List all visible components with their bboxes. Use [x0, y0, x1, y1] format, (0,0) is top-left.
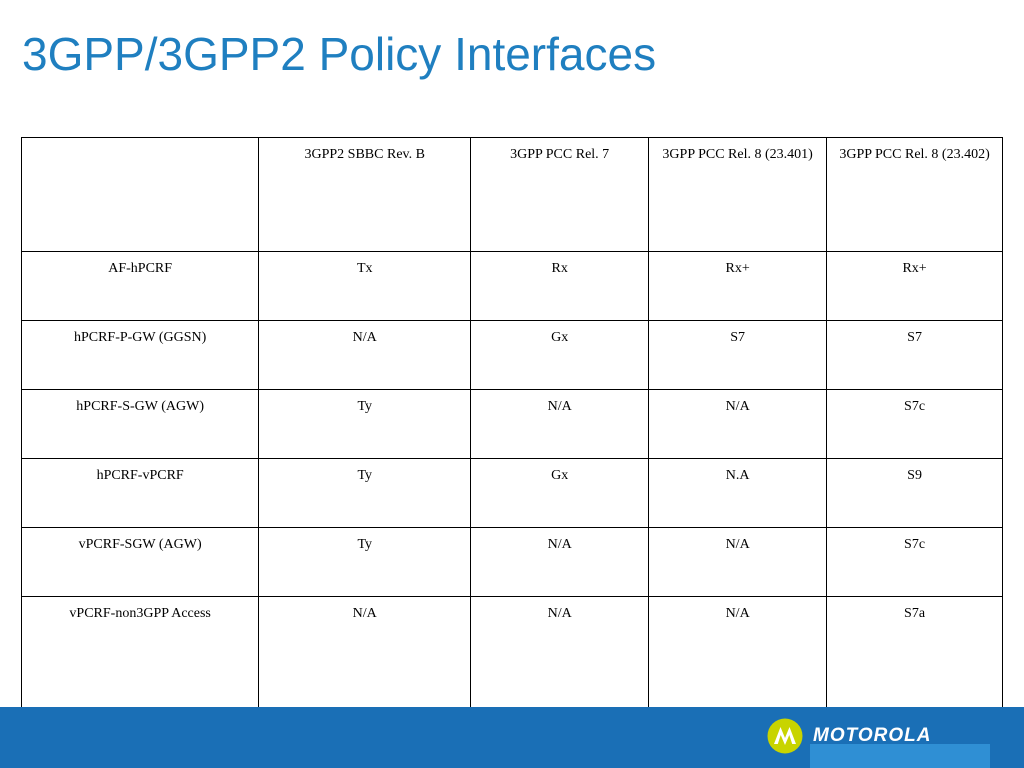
table-row: hPCRF-S-GW (AGW) Ty N/A N/A S7c: [20, 389, 1003, 459]
row-label-cell: vPCRF-non3GPP Access: [20, 596, 260, 711]
table-cell: S9: [826, 458, 1003, 528]
table-cell: S7: [648, 320, 828, 390]
table-cell: N/A: [470, 527, 650, 597]
slide-title: 3GPP/3GPP2 Policy Interfaces: [22, 28, 657, 80]
table-cell: Tx: [258, 251, 472, 321]
table-cell: Ty: [258, 458, 472, 528]
header-cell-corner: [20, 137, 260, 252]
table-header-row: 3GPP2 SBBC Rev. B 3GPP PCC Rel. 7 3GPP P…: [20, 137, 1003, 252]
brand-name: MOTOROLA: [813, 725, 932, 746]
table-row: AF-hPCRF Tx Rx Rx+ Rx+: [20, 251, 1003, 321]
row-label-cell: hPCRF-vPCRF: [20, 458, 260, 528]
header-cell-pcc-rel7: 3GPP PCC Rel. 7: [470, 137, 650, 252]
policy-interfaces-table: 3GPP2 SBBC Rev. B 3GPP PCC Rel. 7 3GPP P…: [20, 137, 1003, 711]
table-row: hPCRF-P-GW (GGSN) N/A Gx S7 S7: [20, 320, 1003, 390]
table-cell: N/A: [648, 389, 828, 459]
header-cell-3gpp2-sbbc: 3GPP2 SBBC Rev. B: [258, 137, 472, 252]
header-cell-pcc-rel8-23402: 3GPP PCC Rel. 8 (23.402): [826, 137, 1003, 252]
brand-lockup: MOTOROLA: [767, 717, 931, 755]
table-cell: N/A: [258, 320, 472, 390]
footer-accent-strip: [810, 744, 990, 768]
table-row: vPCRF-SGW (AGW) Ty N/A N/A S7c: [20, 527, 1003, 597]
table-cell: N/A: [258, 596, 472, 711]
table-cell: N/A: [470, 389, 650, 459]
table-cell: N/A: [470, 596, 650, 711]
table-cell: Rx: [470, 251, 650, 321]
table-row: vPCRF-non3GPP Access N/A N/A N/A S7a: [20, 596, 1003, 711]
table-cell: Ty: [258, 527, 472, 597]
table-cell: S7c: [826, 527, 1003, 597]
table-cell: N.A: [648, 458, 828, 528]
row-label-cell: AF-hPCRF: [20, 251, 260, 321]
table-cell: Ty: [258, 389, 472, 459]
table-cell: S7a: [826, 596, 1003, 711]
row-label-cell: vPCRF-SGW (AGW): [20, 527, 260, 597]
table-cell: S7: [826, 320, 1003, 390]
table-cell: Rx+: [826, 251, 1003, 321]
row-label-cell: hPCRF-S-GW (AGW): [20, 389, 260, 459]
table-cell: Rx+: [648, 251, 828, 321]
table-cell: S7c: [826, 389, 1003, 459]
header-cell-pcc-rel8-23401: 3GPP PCC Rel. 8 (23.401): [648, 137, 828, 252]
table-cell: N/A: [648, 527, 828, 597]
table-cell: N/A: [648, 596, 828, 711]
table-cell: Gx: [470, 458, 650, 528]
table-row: hPCRF-vPCRF Ty Gx N.A S9: [20, 458, 1003, 528]
row-label-cell: hPCRF-P-GW (GGSN): [20, 320, 260, 390]
motorola-batwing-logo-icon: [767, 718, 803, 754]
table-cell: Gx: [470, 320, 650, 390]
